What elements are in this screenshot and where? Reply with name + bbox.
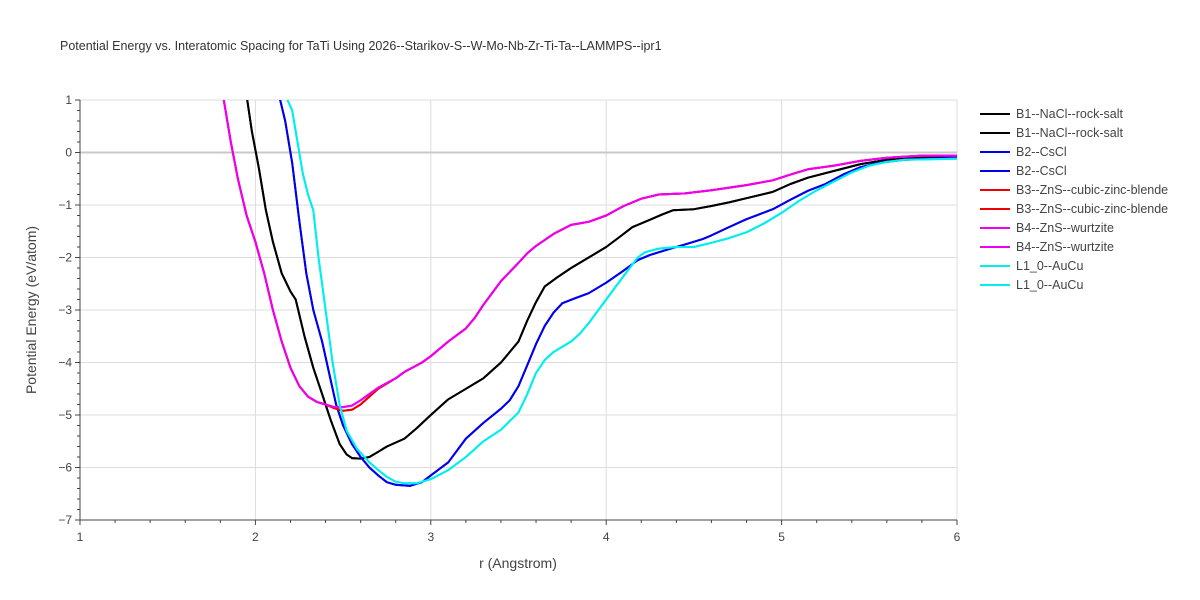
y-tick-label: −7: [58, 513, 72, 527]
legend-label: B2--CsCl: [1016, 164, 1067, 178]
legend-label: L1_0--AuCu: [1016, 259, 1083, 273]
series-line-b2-cscl-3: [279, 100, 957, 487]
legend-label: L1_0--AuCu: [1016, 278, 1083, 292]
legend-item[interactable]: B4--ZnS--wurtzite: [980, 221, 1114, 235]
legend-label: B3--ZnS--cubic-zinc-blende: [1016, 202, 1168, 216]
legend-item[interactable]: L1_0--AuCu: [980, 278, 1083, 292]
series-lines: [222, 100, 957, 487]
y-tick-label: −1: [58, 198, 72, 212]
series-line-b4-zns-wurtzite-7: [222, 100, 957, 409]
legend-item[interactable]: B3--ZnS--cubic-zinc-blende: [980, 183, 1168, 197]
y-axis-title: Potential Energy (eV/atom): [23, 226, 39, 394]
grid-lines: [80, 99, 958, 520]
x-tick-label: 4: [603, 530, 610, 544]
x-tick-label: 2: [252, 530, 259, 544]
y-axis-ticks: 1 0 −1 −2 −3 −4 −5 −6 −7: [58, 93, 80, 527]
y-tick-label: 1: [65, 93, 72, 107]
series-line-b1-nacl-rock-salt-0: [246, 100, 957, 460]
series-line-l1-0-aucu-9: [286, 100, 957, 485]
x-tick-label: 5: [778, 530, 785, 544]
x-axis-ticks: 1 2 3 4 5 6: [77, 520, 961, 544]
x-tick-label: 1: [77, 530, 84, 544]
y-tick-label: −4: [58, 356, 72, 370]
legend-item[interactable]: B2--CsCl: [980, 145, 1067, 159]
chart-title: Potential Energy vs. Interatomic Spacing…: [60, 39, 662, 53]
legend-label: B4--ZnS--wurtzite: [1016, 221, 1114, 235]
x-tick-label: 6: [954, 530, 961, 544]
y-tick-label: −3: [58, 303, 72, 317]
y-tick-label: −2: [58, 251, 72, 265]
legend-label: B1--NaCl--rock-salt: [1016, 126, 1123, 140]
legend-item[interactable]: B2--CsCl: [980, 164, 1067, 178]
y-tick-label: −5: [58, 408, 72, 422]
legend-item[interactable]: B1--NaCl--rock-salt: [980, 107, 1123, 121]
legend-item[interactable]: B1--NaCl--rock-salt: [980, 126, 1123, 140]
series-line-b4-zns-wurtzite-6: [222, 100, 957, 409]
x-tick-label: 3: [427, 530, 434, 544]
y-tick-label: 0: [65, 146, 72, 160]
legend-item[interactable]: B3--ZnS--cubic-zinc-blende: [980, 202, 1168, 216]
series-line-b1-nacl-rock-salt-1: [246, 100, 957, 460]
legend-item[interactable]: B4--ZnS--wurtzite: [980, 240, 1114, 254]
legend-label: B1--NaCl--rock-salt: [1016, 107, 1123, 121]
legend-label: B4--ZnS--wurtzite: [1016, 240, 1114, 254]
legend-item[interactable]: L1_0--AuCu: [980, 259, 1083, 273]
legend-label: B3--ZnS--cubic-zinc-blende: [1016, 183, 1168, 197]
x-axis-title: r (Angstrom): [479, 555, 557, 571]
y-tick-label: −6: [58, 461, 72, 475]
legend[interactable]: B1--NaCl--rock-salt B1--NaCl--rock-salt B2…: [980, 107, 1168, 292]
legend-label: B2--CsCl: [1016, 145, 1067, 159]
